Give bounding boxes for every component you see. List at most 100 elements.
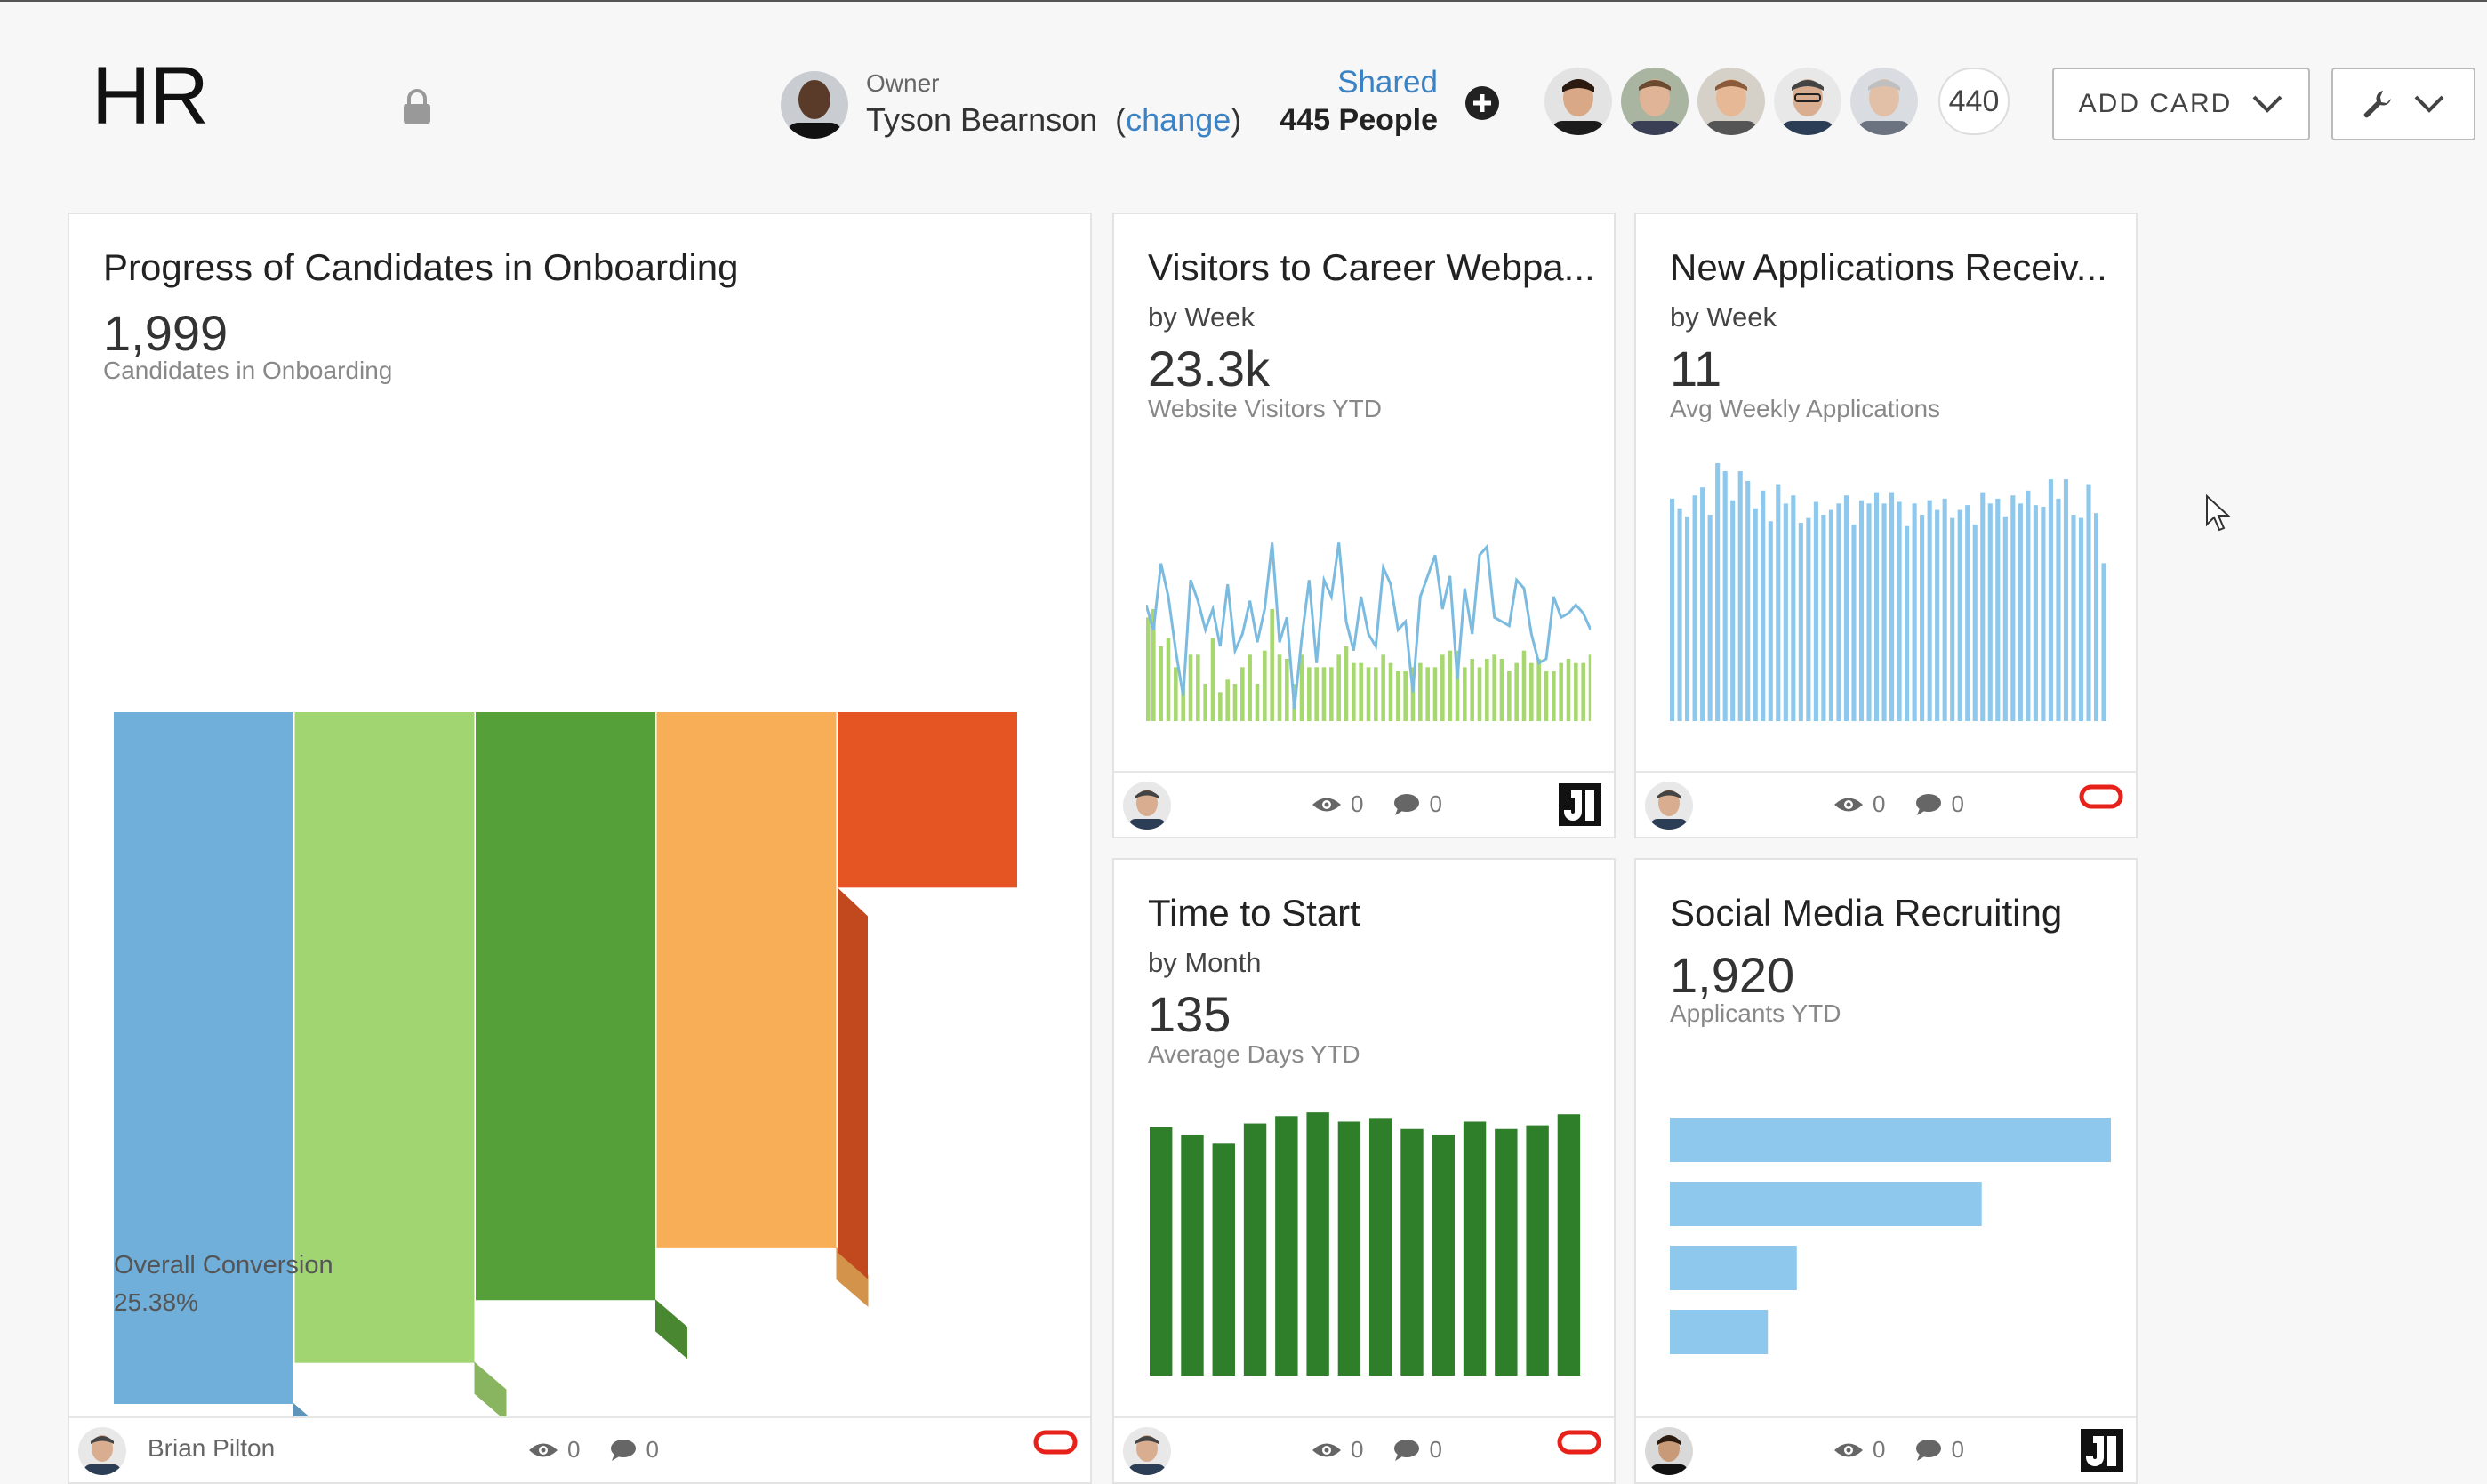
- card-metric-label: Avg Weekly Applications: [1670, 395, 1941, 422]
- card-onboarding[interactable]: Progress of Candidates in Onboarding 1,9…: [68, 213, 1092, 1484]
- visitors-bar: [1188, 654, 1193, 721]
- avatar[interactable]: [1621, 68, 1689, 135]
- avatar[interactable]: [1645, 782, 1693, 830]
- visitors-line: [1146, 542, 1591, 710]
- eye-icon: [1833, 1440, 1864, 1460]
- visitors-bar: [1181, 687, 1185, 721]
- overall-conversion-label: Overall Conversion: [114, 1251, 333, 1279]
- visitors-bar: [1574, 662, 1578, 721]
- owner-avatar[interactable]: [781, 71, 848, 139]
- avatar[interactable]: [1123, 782, 1171, 830]
- tools-menu-button[interactable]: [2331, 68, 2475, 140]
- card-applications[interactable]: New Applications Receiv... by Week 11 Av…: [1634, 213, 2138, 838]
- applications-bar: [1905, 525, 1910, 721]
- lock-icon[interactable]: [402, 89, 432, 124]
- visitors-bar: [1514, 662, 1519, 721]
- avatar[interactable]: [1850, 68, 1918, 135]
- visitors-bar: [1588, 654, 1591, 721]
- card-title[interactable]: Social Media Recruiting: [1670, 892, 2063, 934]
- avatar[interactable]: [1123, 1427, 1171, 1475]
- applications-bar: [1897, 501, 1902, 721]
- applications-bar: [1858, 500, 1865, 721]
- avatar[interactable]: [1645, 1427, 1693, 1475]
- add-person-icon[interactable]: [1464, 85, 1500, 121]
- funnel-dropoff: [836, 1247, 869, 1307]
- social-media-chart[interactable]: [1670, 1118, 2114, 1367]
- comment-icon[interactable]: [1915, 793, 1942, 816]
- card-title[interactable]: Progress of Candidates in Onboarding: [103, 246, 739, 288]
- add-card-button[interactable]: ADD CARD: [2052, 68, 2310, 140]
- funnel-bar: [656, 712, 837, 1248]
- visitors-bar: [1277, 654, 1282, 721]
- visitors-bar: [1359, 662, 1363, 721]
- comment-icon[interactable]: [1393, 1439, 1420, 1462]
- avatar[interactable]: [78, 1427, 126, 1475]
- comment-icon[interactable]: [1393, 793, 1420, 816]
- card-footer: 0 0: [1114, 1416, 1614, 1482]
- visitors-chart[interactable]: [1146, 472, 1591, 721]
- applications-bar: [1942, 498, 1947, 721]
- time-to-start-bar: [1306, 1112, 1329, 1376]
- applications-bar: [2093, 513, 2099, 721]
- avatar[interactable]: [1697, 68, 1765, 135]
- card-stats: 0 0: [1833, 1436, 1964, 1464]
- time-to-start-bar: [1495, 1128, 1518, 1376]
- card-subtitle: by Week: [1148, 301, 1256, 333]
- card-title[interactable]: New Applications Receiv...: [1670, 246, 2107, 288]
- applications-chart[interactable]: [1670, 463, 2109, 721]
- time-to-start-bar: [1369, 1118, 1392, 1376]
- shared-link[interactable]: Shared: [1337, 65, 1438, 100]
- card-social-media[interactable]: Social Media Recruiting 1,920 Applicants…: [1634, 858, 2138, 1484]
- shared-people-count: 445 People: [1280, 103, 1438, 137]
- avatar[interactable]: [1544, 68, 1612, 135]
- visitors-bar: [1388, 662, 1393, 721]
- jd-logo-icon: [1559, 783, 1601, 826]
- applications-bar: [1889, 492, 1895, 721]
- applications-bar: [2041, 506, 2046, 721]
- time-to-start-bar: [1181, 1134, 1204, 1376]
- visitors-bar: [1521, 650, 1527, 721]
- social-bar: [1670, 1118, 2111, 1162]
- applications-bar: [1745, 480, 1751, 721]
- visitors-bar: [1477, 667, 1482, 721]
- applications-bar: [1806, 517, 1811, 721]
- funnel-chart[interactable]: [69, 481, 1090, 1459]
- visitors-bar: [1552, 671, 1556, 721]
- card-time-to-start[interactable]: Time to Start by Month 135 Average Days …: [1112, 858, 1616, 1484]
- visitors-bar: [1432, 667, 1438, 721]
- views-count: 0: [1873, 1436, 1886, 1463]
- people-count-badge[interactable]: 440: [1938, 68, 2010, 135]
- chevron-down-icon: [2413, 94, 2445, 114]
- applications-bar: [2078, 517, 2084, 721]
- applications-bar: [1920, 515, 1925, 721]
- applications-bar: [1987, 503, 1993, 721]
- change-owner-link[interactable]: change: [1126, 101, 1231, 138]
- comment-icon[interactable]: [1915, 1439, 1942, 1462]
- comment-icon[interactable]: [610, 1439, 637, 1462]
- applications-bar: [1677, 508, 1682, 721]
- visitors-bar: [1159, 646, 1163, 721]
- applications-bar: [1813, 501, 1818, 721]
- visitors-bar: [1285, 659, 1289, 721]
- time-to-start-bar: [1400, 1128, 1424, 1376]
- applications-bar: [1791, 495, 1796, 721]
- applications-bar: [1873, 492, 1880, 721]
- owner-name: Tyson Bearnson (change): [866, 101, 1242, 138]
- applications-bar: [2018, 503, 2023, 721]
- time-to-start-chart[interactable]: [1148, 1109, 1587, 1376]
- shared-people-avatars: [1544, 68, 1918, 135]
- card-title[interactable]: Visitors to Career Webpa...: [1148, 246, 1595, 288]
- applications-bar: [1912, 503, 1917, 721]
- comments-count: 0: [1951, 790, 1964, 817]
- visitors-bar: [1352, 662, 1356, 721]
- visitors-bar: [1255, 684, 1260, 721]
- window-top-border: [0, 0, 2487, 2]
- applications-bar: [2048, 479, 2053, 721]
- card-visitors[interactable]: Visitors to Career Webpa... by Week 23.3…: [1112, 213, 1616, 838]
- card-title[interactable]: Time to Start: [1148, 892, 1360, 934]
- eye-icon: [528, 1440, 558, 1460]
- card-footer: 0 0: [1114, 771, 1614, 837]
- applications-bar: [2002, 516, 2008, 721]
- visitors-bar: [1440, 654, 1445, 721]
- avatar[interactable]: [1774, 68, 1841, 135]
